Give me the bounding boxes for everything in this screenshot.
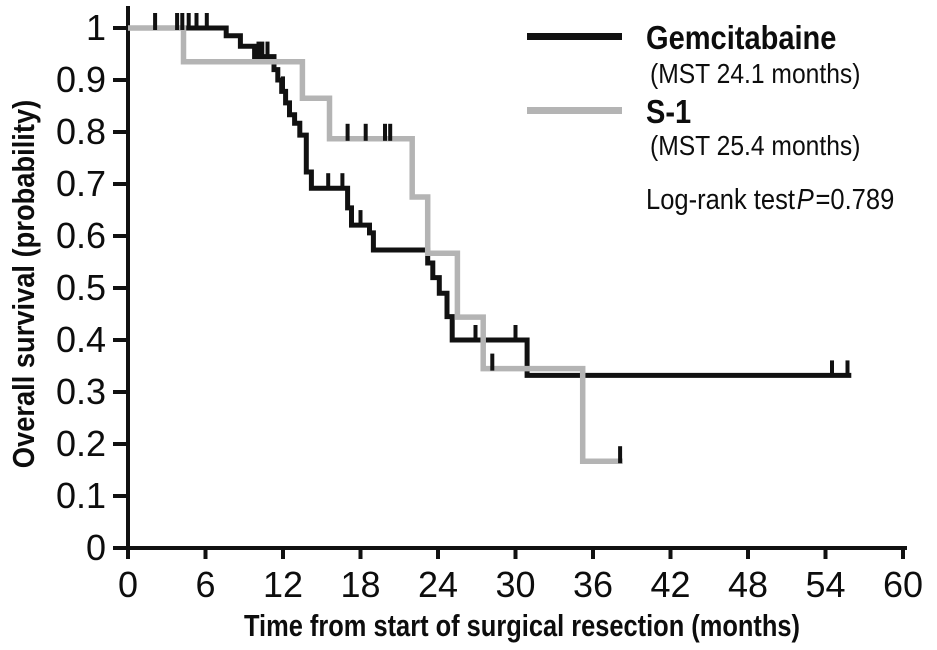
y-tick-label: 0 — [86, 527, 106, 568]
x-tick-label: 42 — [650, 564, 690, 605]
x-tick-label: 48 — [728, 564, 768, 605]
y-tick-label: 0.6 — [56, 215, 106, 256]
censor-tick-gemcitabaine — [256, 41, 261, 59]
censor-tick-s-1 — [345, 123, 350, 141]
censor-tick-gemcitabaine — [265, 41, 270, 59]
y-tick-label: 0.5 — [56, 267, 106, 308]
x-tick-label: 6 — [195, 564, 215, 605]
censor-tick-gemcitabaine — [845, 360, 850, 378]
legend-line-s1 — [527, 107, 622, 114]
y-tick-label: 0.3 — [56, 371, 106, 412]
survival-curve-s-1 — [128, 25, 623, 464]
censor-tick-gemcitabaine — [358, 210, 363, 228]
censor-tick-s-1 — [363, 123, 368, 141]
censor-tick-gemcitabaine — [204, 13, 209, 30]
x-axis-tick — [281, 548, 285, 559]
logrank-p-symbol: P — [796, 184, 814, 216]
censor-tick-gemcitabaine — [281, 76, 285, 94]
legend-label-s1-text: S-1 — [646, 93, 692, 130]
censor-tick-gemcitabaine — [180, 13, 185, 30]
censor-tick-gemcitabaine — [260, 41, 265, 59]
y-tick-label: 0.7 — [56, 163, 106, 204]
x-tick-label: 60 — [883, 564, 923, 605]
x-axis-tick — [591, 548, 595, 559]
x-axis-title-text: Time from start of surgical resection (m… — [243, 608, 801, 643]
y-axis-tick — [113, 546, 128, 550]
censor-tick-gemcitabaine — [513, 325, 518, 342]
x-axis-tick — [436, 548, 440, 559]
logrank-prefix: Log-rank test — [646, 184, 795, 216]
censor-tick-s-1 — [618, 446, 623, 464]
censor-tick-gemcitabaine — [830, 360, 834, 378]
y-tick-label: 0.4 — [56, 319, 106, 360]
y-axis-tick — [113, 338, 128, 342]
x-tick-label: 18 — [340, 564, 380, 605]
y-axis-tick — [113, 494, 128, 498]
x-tick-label: 12 — [263, 564, 303, 605]
x-axis-tick — [746, 548, 750, 559]
censor-tick-gemcitabaine — [326, 173, 331, 191]
y-axis-tick — [113, 26, 128, 30]
y-axis-title: Overall survival (probability) — [6, 100, 42, 468]
legend-mst-s1: (MST 25.4 months) — [650, 130, 889, 162]
censor-tick-gemcitabaine — [175, 13, 180, 30]
censor-tick-gemcitabaine — [153, 13, 158, 30]
y-axis-tick — [113, 442, 128, 446]
y-axis-tick — [113, 390, 128, 394]
legend-mst-gemcitabaine: (MST 24.1 months) — [650, 58, 889, 90]
censor-tick-s-1 — [490, 353, 495, 371]
censor-tick-gemcitabaine — [186, 13, 191, 30]
legend-mst-gemcitabaine-text: (MST 24.1 months) — [650, 58, 861, 89]
x-tick-label: 0 — [118, 564, 138, 605]
x-axis-tick — [513, 548, 518, 559]
x-tick-label: 24 — [418, 564, 458, 605]
censor-tick-s-1 — [383, 123, 387, 141]
x-axis-tick — [126, 548, 130, 559]
logrank-annotation: Log-rank testP=0.789 — [646, 184, 928, 217]
x-axis-tick — [901, 548, 905, 559]
y-axis-tick — [113, 234, 128, 238]
y-axis-line — [126, 6, 130, 550]
y-tick-label: 0.1 — [56, 475, 106, 516]
x-tick-label: 36 — [573, 564, 613, 605]
y-axis-tick — [113, 286, 128, 290]
logrank-annotation-text: Log-rank testP=0.789 — [646, 184, 894, 217]
y-tick-label: 0.2 — [56, 423, 106, 464]
y-axis-tick — [113, 130, 128, 134]
legend-mst-s1-text: (MST 25.4 months) — [650, 130, 861, 161]
legend-label-gemcitabaine: Gemcitabaine — [646, 19, 862, 57]
x-axis-title: Time from start of surgical resection (m… — [183, 608, 861, 644]
y-tick-label: 1 — [86, 7, 106, 48]
x-axis-tick — [823, 548, 828, 559]
y-tick-label: 0.8 — [56, 111, 106, 152]
censor-tick-gemcitabaine — [194, 13, 199, 30]
x-axis-tick — [203, 548, 208, 559]
y-axis-title-text: Overall survival (probability) — [6, 99, 41, 469]
y-axis-tick — [113, 182, 128, 186]
legend-label-s1: S-1 — [646, 93, 697, 131]
censor-tick-gemcitabaine — [340, 173, 345, 191]
x-tick-label: 54 — [805, 564, 845, 605]
censor-tick-s-1 — [388, 123, 393, 141]
legend-label-gemcitabaine-text: Gemcitabaine — [646, 19, 837, 56]
y-axis-tick — [113, 78, 128, 82]
y-tick-label: 0.9 — [56, 59, 106, 100]
logrank-value: =0.789 — [815, 184, 895, 216]
x-axis-tick — [358, 548, 363, 559]
legend-line-gemcitabaine — [527, 33, 622, 40]
x-axis-tick — [668, 548, 673, 559]
censor-tick-gemcitabaine — [473, 325, 478, 342]
x-tick-label: 30 — [495, 564, 535, 605]
